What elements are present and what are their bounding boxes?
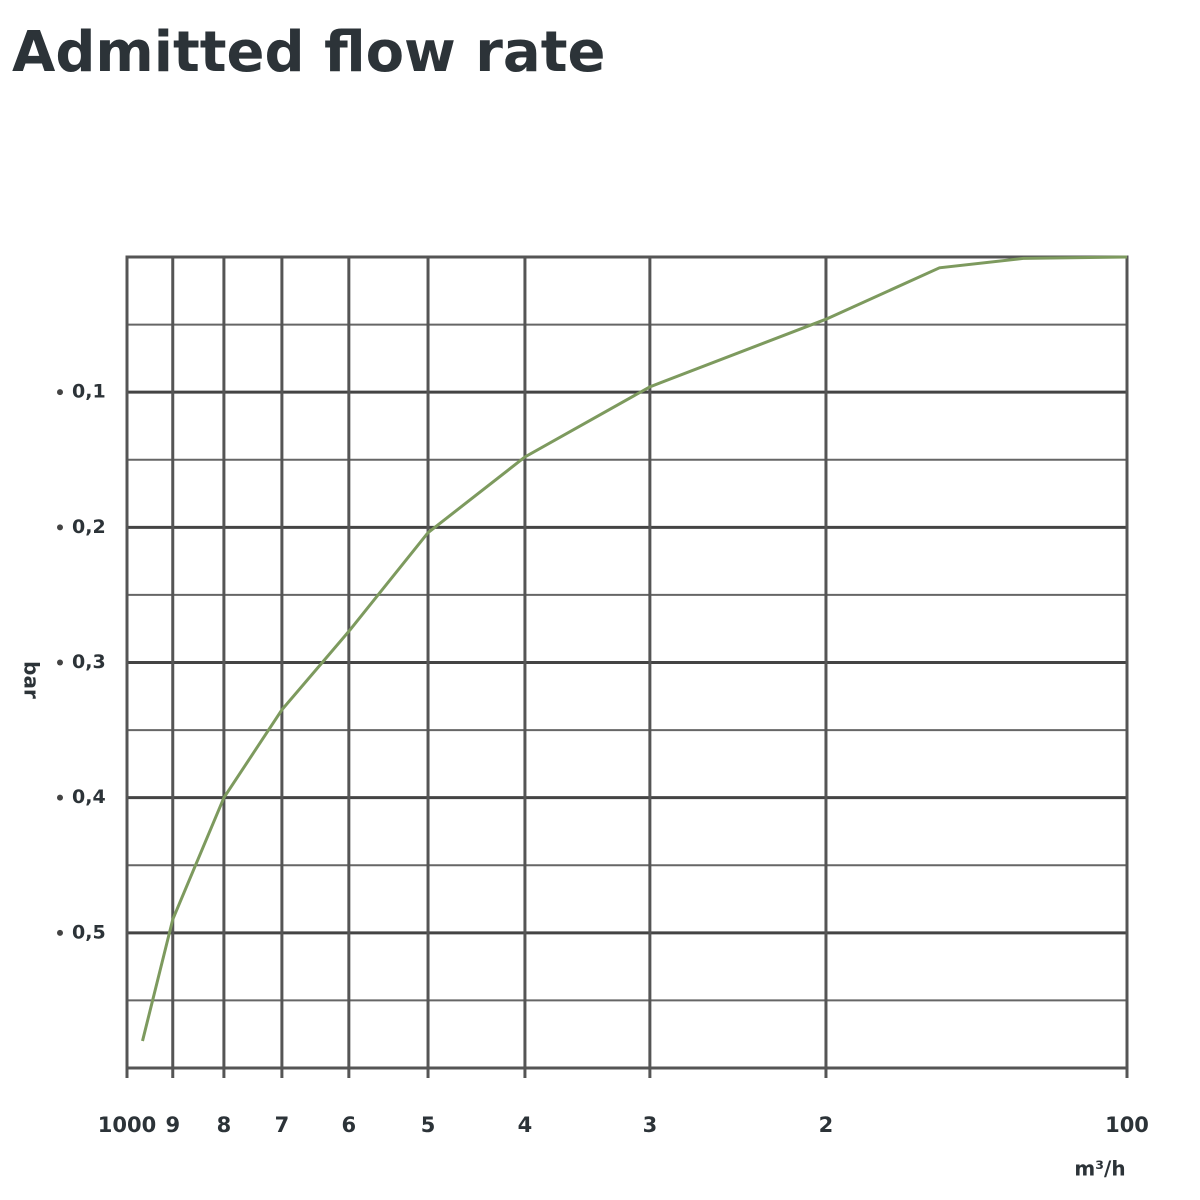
y-tick-label: 0,5 [72,921,106,943]
x-tick-label: 8 [217,1113,232,1137]
x-tick-label: 7 [275,1113,290,1137]
curve [141,255,1128,1042]
x-tick-label: 3 [643,1113,658,1137]
x-tick-label: 100 [1105,1113,1149,1137]
y-tick-label: 0,1 [72,381,106,403]
tick-bullet [57,524,63,531]
x-tick-label: 1000 [98,1113,156,1137]
x-tick-label: 6 [342,1113,357,1137]
tick-bullet [57,389,63,396]
x-tick-label: 4 [518,1113,533,1137]
chart-title: Admitted flow rate [12,20,605,85]
x-tick-label: 2 [819,1113,834,1137]
tick-bullet [57,794,63,801]
y-axis-label: bar [20,661,44,699]
tick-bullet [57,659,63,666]
tick-bullet [57,929,63,936]
y-tick-label: 0,4 [72,786,106,808]
x-axis-label: m³/h [1074,1157,1125,1181]
x-tick-label: 5 [421,1113,436,1137]
y-tick-label: 0,3 [72,651,106,673]
x-tick-label: 9 [165,1113,180,1137]
y-tick-label: 0,2 [72,516,106,538]
